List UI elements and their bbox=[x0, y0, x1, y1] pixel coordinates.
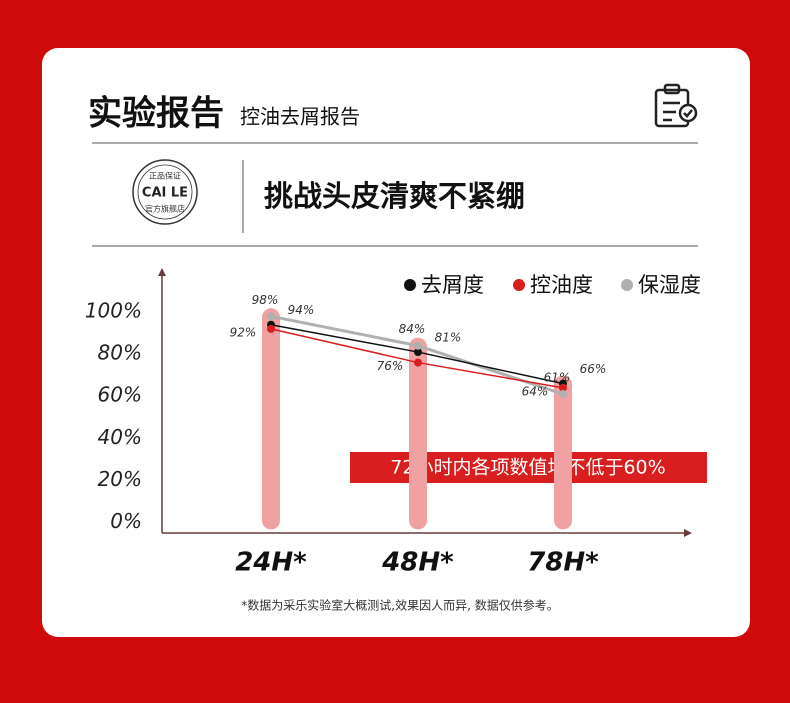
value-label: 84% bbox=[399, 322, 426, 336]
subtitle: 控油去屑报告 bbox=[240, 105, 360, 129]
value-label: 61% bbox=[544, 371, 571, 385]
value-label: 76% bbox=[377, 359, 404, 373]
legend-swatch bbox=[621, 279, 633, 291]
y-tick-label: 100% bbox=[85, 299, 142, 323]
title: 实验报告 bbox=[88, 94, 224, 134]
highlight-bar bbox=[262, 308, 280, 530]
legend-label: 控油度 bbox=[530, 273, 593, 297]
x-tick-label: 24H* bbox=[235, 548, 307, 578]
highlight-bar bbox=[409, 337, 427, 530]
annotation: 72小时内各项数值均不低于60% bbox=[390, 457, 665, 479]
point bbox=[267, 324, 275, 333]
x-tick-label: 78H* bbox=[527, 548, 599, 578]
legend-swatch bbox=[513, 279, 525, 291]
headline: 挑战头皮清爽不紧绷 bbox=[264, 179, 525, 213]
y-tick-label: 40% bbox=[98, 425, 142, 449]
y-axis-arrow bbox=[158, 268, 166, 276]
point bbox=[559, 390, 567, 399]
value-label: 66% bbox=[580, 362, 607, 376]
value-label: 98% bbox=[252, 293, 279, 307]
y-tick-label: 20% bbox=[98, 467, 142, 491]
footnote: *数据为采乐实验室大概测试,效果因人而异, 数据仅供参考。 bbox=[241, 598, 558, 613]
logo-bottom: 官方旗舰店 bbox=[145, 204, 185, 214]
x-axis-arrow bbox=[684, 529, 692, 537]
value-label: 94% bbox=[288, 303, 315, 317]
logo-brand: CAI LE bbox=[142, 186, 188, 201]
highlight-bar bbox=[554, 375, 572, 530]
value-label: 92% bbox=[230, 325, 257, 339]
y-tick-label: 0% bbox=[110, 509, 142, 533]
y-tick-label: 80% bbox=[98, 341, 142, 365]
x-tick-label: 48H* bbox=[381, 548, 454, 578]
legend-label: 保湿度 bbox=[638, 273, 701, 297]
value-label: 64% bbox=[522, 384, 549, 398]
point bbox=[559, 383, 567, 392]
point bbox=[414, 358, 422, 367]
report-icon bbox=[654, 83, 698, 128]
legend-label: 去屑度 bbox=[421, 273, 484, 297]
value-label: 81% bbox=[435, 331, 462, 345]
logo: 正品保证 CAI LE 官方旗舰店 bbox=[132, 159, 198, 225]
point bbox=[414, 341, 422, 350]
point bbox=[267, 312, 275, 321]
legend-swatch bbox=[404, 279, 416, 291]
y-tick-label: 60% bbox=[98, 383, 142, 407]
point bbox=[414, 348, 422, 357]
logo-top: 正品保证 bbox=[149, 171, 181, 181]
